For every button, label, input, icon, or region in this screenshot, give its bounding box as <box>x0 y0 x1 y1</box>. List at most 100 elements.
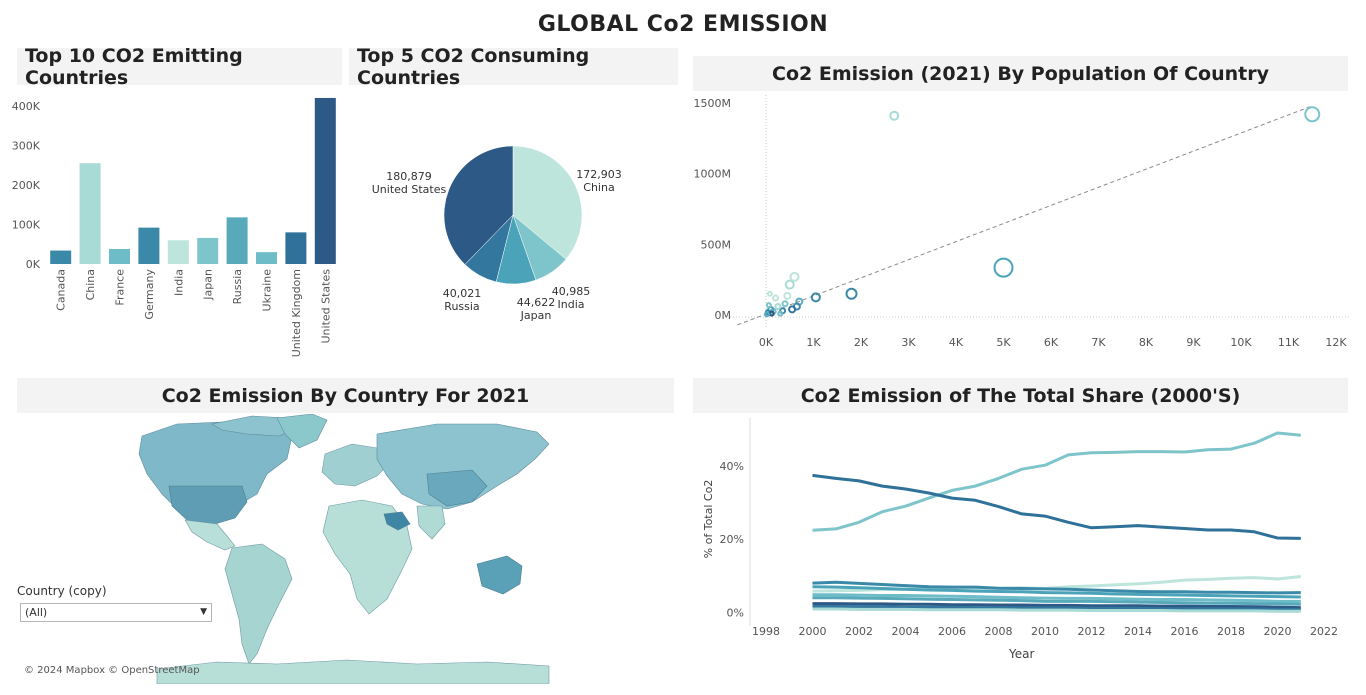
saudi-arabia-shape <box>383 511 411 531</box>
bar-y-tick-label: 100K <box>12 218 41 231</box>
asia-shape <box>376 423 550 510</box>
bar-x-tick-label: Japan <box>202 269 215 301</box>
map-countries <box>138 414 550 684</box>
scatter-point <box>810 292 821 303</box>
line-chart: 0% 20% 40% 1998 2000 2002 2004 2006 2008 2010 2012… <box>702 418 1338 661</box>
bar-india <box>167 240 189 264</box>
pie-slice-china <box>512 145 583 260</box>
line-y-tick-label: 0% <box>727 606 744 619</box>
bar-x-tick-label: China <box>84 269 97 300</box>
line-series-1 <box>812 473 1301 540</box>
scatter-y-tick-label: 0M <box>715 309 732 322</box>
scatter-trend-line <box>737 105 1313 326</box>
scatter-point <box>765 302 772 309</box>
scatter-point <box>766 290 773 297</box>
line-series-9 <box>812 607 1301 613</box>
scatter-point <box>993 257 1014 278</box>
bar-y-tick-label: 200K <box>12 179 41 192</box>
line-series-5 <box>812 593 1301 603</box>
antarctica-shape <box>156 659 550 684</box>
scatter-x-tick-label: 2K <box>854 336 869 349</box>
south-america-shape <box>224 543 293 665</box>
dashboard-title: GLOBAL Co2 EMISSION <box>537 12 829 37</box>
pie-category-label: India <box>558 298 585 311</box>
scatter-y-tick-label: 1500M <box>694 97 732 110</box>
line-y-axis-title: % of Total Co2 <box>702 480 715 559</box>
scatter-y-tick-label: 1000M <box>694 168 732 181</box>
line-x-tick-label: 2004 <box>892 625 920 638</box>
bar-y-tick-label: 400K <box>12 100 41 113</box>
bar-chart-title: Top 10 CO2 Emitting Countries <box>17 45 342 89</box>
scatter-x-tick-label: 3K <box>901 336 916 349</box>
greenland-shape <box>276 414 328 449</box>
bar-x-tick-label: United Kingdom <box>290 269 303 357</box>
scatter-point <box>772 294 779 302</box>
country-filter-label: Country (copy) <box>17 584 107 598</box>
chevron-down-icon[interactable]: ▼ <box>200 607 207 617</box>
usa-shape <box>168 485 248 525</box>
bar-russia <box>226 217 248 264</box>
scatter-x-tick-label: 0K <box>759 336 774 349</box>
scatter-chart-marks: 0M 500M 1000M 1500M 0K 1K 2K 3K 4K 5K 6K 7K 8K 9K 10K 1… <box>694 95 1350 349</box>
pie-value-label: 172,903 <box>576 168 622 181</box>
scatter-x-tick-label: 4K <box>949 336 964 349</box>
scatter-point <box>783 291 792 300</box>
bar-ukraine <box>256 252 277 264</box>
scatter-x-tick-label: 6K <box>1044 336 1059 349</box>
scatter-y-tick-label: 500M <box>701 238 732 251</box>
line-chart-title: Co2 Emission of The Total Share (2000'S) <box>693 378 1348 413</box>
line-y-tick-label: 20% <box>720 533 744 546</box>
pie-value-label: 40,021 <box>443 287 482 300</box>
country-filter-value: (All) <box>25 606 48 619</box>
australia-shape <box>476 555 523 595</box>
scatter-point <box>889 110 900 121</box>
pie-value-label: 180,879 <box>386 170 432 183</box>
pie-category-label: United States <box>372 183 447 196</box>
scatter-x-tick-label: 8K <box>1139 336 1154 349</box>
map-title: Co2 Emission By Country For 2021 <box>17 378 674 413</box>
bar-germany <box>138 227 160 264</box>
line-x-tick-label: 2008 <box>985 625 1013 638</box>
line-x-tick-label: 2014 <box>1124 625 1152 638</box>
bar-united-kingdom <box>285 232 307 264</box>
bar-x-tick-label: Germany <box>143 269 156 320</box>
bar-canada <box>50 250 72 264</box>
europe-shape <box>321 443 390 487</box>
line-x-tick-label: 2006 <box>938 625 966 638</box>
scatter-chart: 0M 500M 1000M 1500M 0K 1K 2K 3K 4K 5K 6K 7K 8K 9K 10K 1… <box>694 95 1350 349</box>
bar-y-tick-label: 300K <box>12 139 41 152</box>
line-x-tick-label: 2010 <box>1031 625 1059 638</box>
world-map[interactable] <box>17 414 674 684</box>
china-shape <box>426 469 488 507</box>
bar-france <box>109 248 130 264</box>
line-series-8 <box>812 605 1301 611</box>
line-series-4 <box>812 585 1301 599</box>
bar-china <box>79 163 101 264</box>
pie-category-label: China <box>583 181 614 194</box>
scatter-point <box>788 305 797 314</box>
line-x-tick-label: 2002 <box>845 625 873 638</box>
bar-x-tick-label: Russia <box>231 269 244 304</box>
map-attribution: © 2024 Mapbox © OpenStreetMap <box>24 665 200 676</box>
bar-x-tick-label: France <box>114 269 127 306</box>
pie-value-label: 40,985 <box>552 285 591 298</box>
scatter-x-tick-label: 5K <box>996 336 1011 349</box>
country-filter-select[interactable]: (All) ▼ <box>20 603 212 622</box>
bar-japan <box>197 237 219 264</box>
line-series-6 <box>812 596 1301 606</box>
scatter-point <box>774 303 782 311</box>
africa-shape <box>322 499 413 615</box>
bar-chart: 0K 100K 200K 300K 400K Canada China France Germa… <box>12 97 336 357</box>
scatter-x-tick-label: 7K <box>1091 336 1106 349</box>
bar-x-tick-label: Canada <box>55 269 68 311</box>
scatter-point <box>789 271 800 282</box>
scatter-x-tick-label: 9K <box>1186 336 1201 349</box>
line-x-axis-title: Year <box>1008 647 1034 661</box>
pie-chart-title: Top 5 CO2 Consuming Countries <box>349 45 678 89</box>
bar-x-tick-label: India <box>172 269 185 296</box>
bar-chart-marks: 0K 100K 200K 300K 400K Canada China France Germa… <box>12 97 336 357</box>
line-x-tick-label: 2012 <box>1078 625 1106 638</box>
line-x-tick-label: 2016 <box>1171 625 1199 638</box>
pie-slice-united-states <box>443 145 514 265</box>
